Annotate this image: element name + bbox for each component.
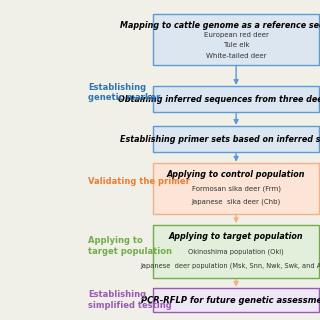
- FancyBboxPatch shape: [153, 225, 319, 278]
- FancyBboxPatch shape: [153, 86, 319, 112]
- Text: Applying to
target population: Applying to target population: [88, 236, 172, 256]
- Text: Establishing
genetic marker: Establishing genetic marker: [88, 83, 161, 102]
- Text: Mapping to cattle genome as a reference sequence: Mapping to cattle genome as a reference …: [120, 20, 320, 30]
- Text: Okinoshima population (Oki): Okinoshima population (Oki): [188, 248, 284, 255]
- FancyBboxPatch shape: [153, 288, 319, 312]
- Text: Establishing
simplified testing: Establishing simplified testing: [88, 290, 172, 310]
- Text: European red deer: European red deer: [204, 32, 268, 38]
- Text: Obtaining inferred sequences from three deer spe...: Obtaining inferred sequences from three …: [118, 95, 320, 104]
- Text: Tule elk: Tule elk: [223, 42, 250, 48]
- Text: Japanese  sika deer (Chb): Japanese sika deer (Chb): [191, 198, 281, 205]
- FancyBboxPatch shape: [153, 14, 319, 65]
- Text: Establishing primer sets based on inferred seque...: Establishing primer sets based on inferr…: [120, 135, 320, 144]
- Text: Applying to target population: Applying to target population: [169, 232, 303, 241]
- Text: Formosan sika deer (Frm): Formosan sika deer (Frm): [192, 185, 281, 192]
- Text: Japanese  deer population (Msk, Snn, Nwk, Swk, and Av...: Japanese deer population (Msk, Snn, Nwk,…: [141, 262, 320, 269]
- FancyBboxPatch shape: [153, 163, 319, 214]
- Text: Validating the primer: Validating the primer: [88, 177, 190, 186]
- Text: Applying to control population: Applying to control population: [167, 170, 305, 179]
- FancyBboxPatch shape: [153, 126, 319, 152]
- Text: PCR-RFLP for future genetic assessment: PCR-RFLP for future genetic assessment: [140, 296, 320, 305]
- Text: White-tailed deer: White-tailed deer: [206, 52, 266, 59]
